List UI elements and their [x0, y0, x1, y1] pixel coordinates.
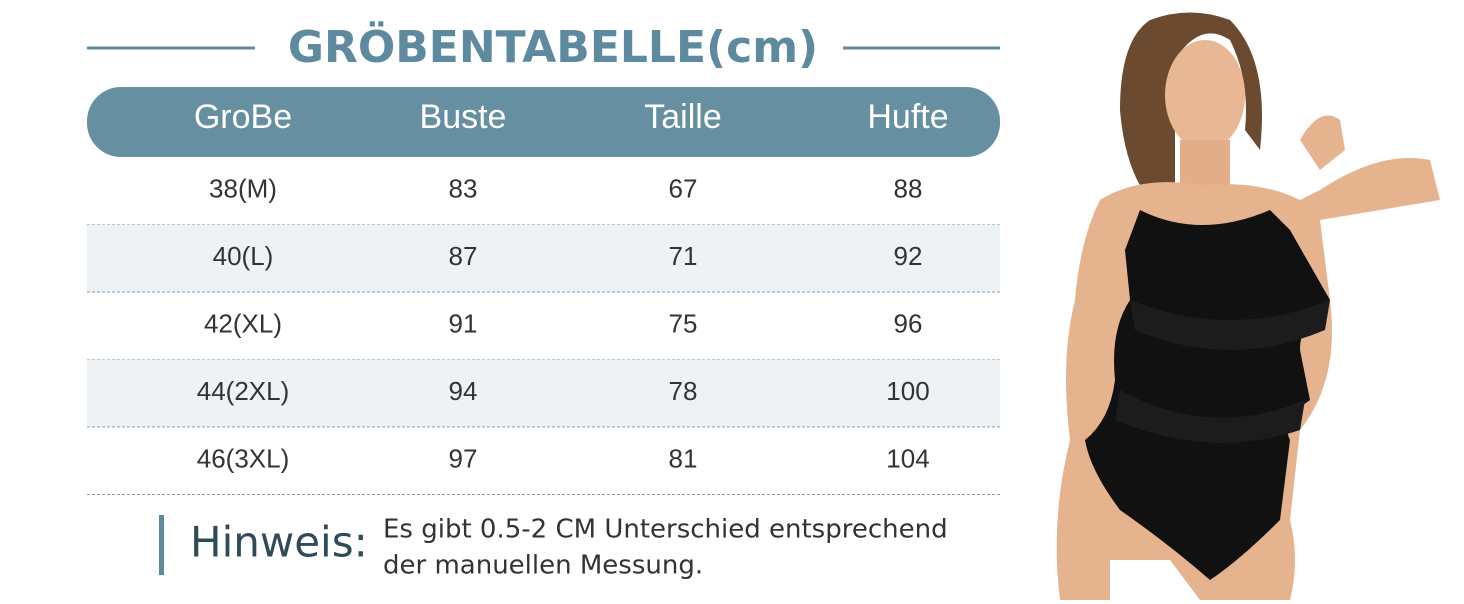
table-cell: 83 — [449, 174, 478, 204]
header-cell: Hufte — [867, 98, 948, 136]
table: GroBe Buste Taille Hufte 38(M) 83 67 88 40(L) 87 7… — [87, 98, 1000, 495]
table-cell: 87 — [449, 241, 478, 271]
table-cell: 92 — [894, 241, 923, 271]
table-cell: 40(L) — [213, 241, 274, 271]
table-cell: 46(3XL) — [197, 444, 290, 474]
table-cell: 78 — [669, 376, 698, 406]
table-header-bg — [87, 87, 1000, 157]
note-label: Hinweis: — [190, 518, 368, 567]
table-cell: 44(2XL) — [197, 376, 290, 406]
row-bg — [87, 359, 1000, 427]
table-cell: 67 — [669, 174, 698, 204]
table-cell: 97 — [449, 444, 478, 474]
table-cell: 42(XL) — [204, 309, 282, 339]
header-cell: Buste — [420, 98, 507, 136]
note-line: der manuellen Messung. — [383, 551, 703, 581]
table-cell: 104 — [886, 444, 929, 474]
title: GRÖBENTABELLE(cm) — [288, 20, 818, 73]
table-cell: 100 — [886, 376, 929, 406]
note-bar — [159, 515, 164, 575]
header-cell: GroBe — [194, 98, 292, 136]
model-photo — [1056, 12, 1440, 600]
table-cell: 88 — [894, 174, 923, 204]
table-cell: 71 — [669, 241, 698, 271]
table-cell: 81 — [669, 444, 698, 474]
table-cell: 91 — [449, 309, 478, 339]
table-cell: 75 — [669, 309, 698, 339]
table-cell: 96 — [894, 309, 923, 339]
table-cell: 38(M) — [209, 174, 277, 204]
table-cell: 94 — [449, 376, 478, 406]
row-bg — [87, 224, 1000, 292]
header-cell: Taille — [644, 98, 721, 136]
note-line: Es gibt 0.5-2 CM Unterschied entsprechen… — [383, 515, 948, 545]
